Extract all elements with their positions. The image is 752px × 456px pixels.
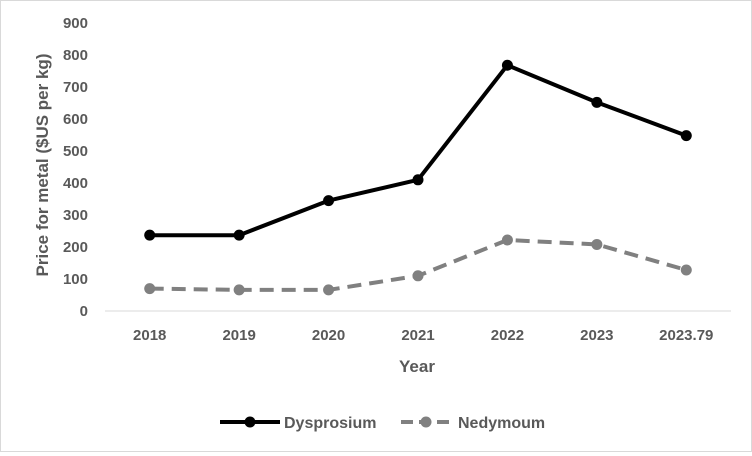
y-tick-label: 500 — [63, 143, 88, 160]
series-layer — [144, 59, 692, 296]
x-tick-label: 2022 — [491, 327, 524, 344]
y-tick-label: 700 — [63, 79, 88, 96]
series-point — [323, 284, 335, 296]
series-point — [591, 238, 603, 250]
series-point — [680, 130, 692, 142]
series-line-0 — [149, 63, 687, 238]
x-tick-label: 2020 — [312, 327, 345, 344]
x-axis-title: Year — [399, 357, 435, 376]
series-point — [501, 59, 513, 71]
series-point — [144, 283, 156, 295]
y-tick-label: 100 — [63, 271, 88, 288]
y-tick-label: 800 — [63, 47, 88, 64]
x-axis: 2018 2019 2020 2021 2022 2023 2023.79 — [105, 310, 731, 344]
x-tick-label: 2019 — [222, 327, 255, 344]
x-tick-label: 2023.79 — [659, 327, 713, 344]
y-axis-title: Price for metal ($US per kg) — [33, 54, 52, 277]
series-point — [680, 264, 692, 276]
y-tick-label: 200 — [63, 239, 88, 256]
y-axis: 0 100 200 300 400 500 600 700 800 900 — [63, 15, 88, 320]
x-tick-label: 2018 — [133, 327, 166, 344]
legend-swatch-marker — [420, 416, 432, 428]
y-tick-label: 0 — [80, 303, 88, 320]
series-point — [412, 270, 424, 282]
legend-label: Nedymoum — [458, 415, 545, 432]
x-tick-label: 2023 — [580, 327, 613, 344]
series-point — [233, 284, 245, 296]
series-point — [323, 195, 335, 207]
legend-label: Dysprosium — [284, 415, 376, 432]
y-tick-label: 900 — [63, 15, 88, 32]
series-point — [144, 229, 156, 241]
series-line-1 — [149, 238, 687, 292]
y-tick-label: 300 — [63, 207, 88, 224]
series-point — [412, 174, 424, 186]
y-tick-label: 600 — [63, 111, 88, 128]
legend: Dysprosium Nedymoum — [220, 415, 545, 432]
y-tick-label: 400 — [63, 175, 88, 192]
legend-swatch-marker — [244, 416, 256, 428]
series-point — [233, 229, 245, 241]
series-point — [591, 96, 603, 108]
x-tick-label: 2021 — [401, 327, 434, 344]
series-point — [501, 234, 513, 246]
